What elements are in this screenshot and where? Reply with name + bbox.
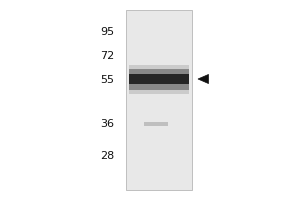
Text: 72: 72 [100, 51, 114, 61]
Polygon shape [198, 74, 208, 84]
FancyBboxPatch shape [129, 68, 189, 90]
FancyBboxPatch shape [144, 122, 168, 126]
Text: 28: 28 [100, 151, 114, 161]
Text: 36: 36 [100, 119, 114, 129]
Text: 55: 55 [100, 75, 114, 85]
FancyBboxPatch shape [129, 64, 189, 94]
Text: 95: 95 [100, 27, 114, 37]
FancyBboxPatch shape [126, 10, 192, 190]
FancyBboxPatch shape [129, 74, 189, 84]
